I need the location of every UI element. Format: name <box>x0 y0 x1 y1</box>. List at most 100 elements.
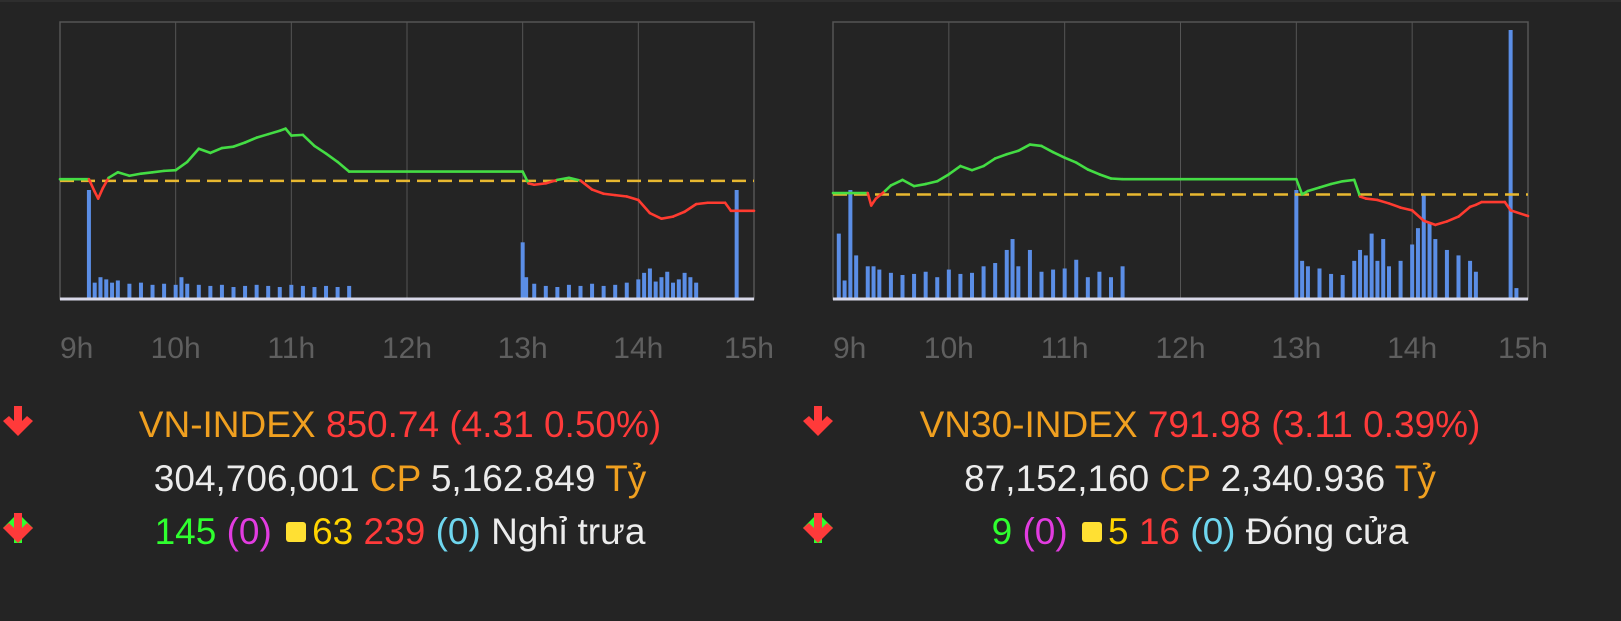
price-segment <box>869 197 878 207</box>
volume-bar <box>150 284 155 299</box>
price-segment <box>243 136 258 144</box>
price-segment <box>284 127 293 137</box>
ceiling-count: (0) <box>226 511 272 552</box>
volume-bar <box>1514 288 1519 299</box>
volume-bar <box>532 283 537 299</box>
vn-index-headline: VN-INDEX 850.74 (4.31 0.50%) <box>0 404 800 446</box>
volume-bar <box>86 190 91 299</box>
volume-unit: CP <box>1159 458 1211 499</box>
volume-bar <box>219 284 224 299</box>
unchanged-count: 5 <box>1107 511 1129 552</box>
declines-count: 239 <box>363 511 426 552</box>
volume-bar <box>659 277 664 299</box>
price-segment <box>613 193 629 198</box>
price-segment <box>151 169 166 174</box>
price-segment <box>1098 173 1113 180</box>
arrow-down-icon <box>803 406 833 436</box>
volume-bar <box>1085 277 1090 299</box>
price-segment <box>532 182 548 187</box>
price-segment <box>1329 179 1344 186</box>
volume-bar <box>836 233 841 299</box>
volume-bar <box>665 271 670 299</box>
price-segment <box>107 170 120 180</box>
price-segment <box>982 157 997 168</box>
price-segment <box>912 182 927 188</box>
price-segment <box>544 178 559 185</box>
advances-count: 145 <box>154 511 217 552</box>
volume-bar <box>254 284 259 299</box>
volume-bar <box>970 272 974 299</box>
unchanged-count: 63 <box>312 511 354 552</box>
price-segment <box>579 179 594 191</box>
volume-bar <box>110 282 115 299</box>
volume-bar <box>1381 239 1386 299</box>
volume-bar <box>1340 275 1345 299</box>
advances-count: 9 <box>991 511 1013 552</box>
price-segment <box>901 178 916 188</box>
turnover-unit: Tỷ <box>1394 458 1436 499</box>
volume-bar <box>642 272 647 299</box>
price-segment <box>162 168 177 173</box>
price-segment <box>139 170 154 175</box>
x-tick-label: 15h <box>1498 332 1548 365</box>
volume-bar <box>601 285 606 299</box>
volume-bar <box>981 266 986 299</box>
price-segment <box>290 133 305 137</box>
volume-bar <box>1387 266 1391 299</box>
floor-count: (0) <box>435 511 481 552</box>
volume-bar <box>1097 271 1102 299</box>
volume-bar <box>842 280 847 299</box>
price-segment <box>556 176 571 182</box>
volume-bar <box>1300 260 1305 299</box>
volume-bar <box>871 266 876 299</box>
volume-bar <box>912 273 917 299</box>
vn-index-breadth-line: 145 (0) 63 239 (0) Nghỉ trưa <box>0 511 800 553</box>
volume-bar <box>1352 260 1357 299</box>
volume-bar <box>1329 273 1334 299</box>
price-segment <box>96 186 105 200</box>
vn-index-volume-line: 304,706,001 CP 5,162.849 Tỷ <box>0 458 800 500</box>
volume-bar <box>1421 195 1426 299</box>
volume-bar <box>1016 266 1021 299</box>
price-segment <box>266 129 282 136</box>
volume-bar <box>935 277 940 299</box>
x-tick-label: 9h <box>833 332 866 365</box>
turnover-value: 5,162.849 <box>430 458 596 499</box>
price-segment <box>970 164 985 172</box>
volume-bar <box>243 285 248 299</box>
volume-bar <box>1109 277 1113 299</box>
price-segment <box>324 152 339 164</box>
price-segment <box>935 173 951 183</box>
declines-count: 16 <box>1138 511 1180 552</box>
vn30-index-breadth-line: 9 (0) 5 16 (0) Đóng cửa <box>800 511 1600 553</box>
volume-bar <box>854 255 859 299</box>
price-segment <box>174 160 189 172</box>
volume-bar <box>900 275 905 299</box>
price-segment <box>959 164 974 172</box>
price-segment <box>1399 206 1414 212</box>
price-segment <box>1422 219 1437 227</box>
volume-bar <box>676 279 681 299</box>
volume-bar <box>1369 233 1374 299</box>
vn30-index-headline: VN30-INDEX 791.98 (3.11 0.39%) <box>800 404 1600 446</box>
turnover-unit: Tỷ <box>605 458 647 499</box>
volume-bar <box>1410 244 1415 299</box>
price-segment <box>660 215 675 220</box>
price-segment <box>185 147 201 164</box>
volume-bar <box>266 285 271 299</box>
price-segment <box>602 192 617 197</box>
volume-bar <box>543 285 548 299</box>
volume-bar <box>1433 239 1438 299</box>
volume-bar <box>848 190 853 299</box>
x-tick-label: 12h <box>1155 332 1205 365</box>
price-segment <box>220 145 235 150</box>
volume-bar <box>993 263 998 299</box>
volume-bar <box>179 277 184 299</box>
volume-bar <box>1473 271 1478 299</box>
index-name: VN30-INDEX <box>919 404 1138 445</box>
volume-bar <box>104 279 109 299</box>
price-segment <box>1434 220 1449 227</box>
price-segment <box>874 189 887 200</box>
volume-bar <box>173 284 178 299</box>
volume-bar <box>653 281 658 299</box>
